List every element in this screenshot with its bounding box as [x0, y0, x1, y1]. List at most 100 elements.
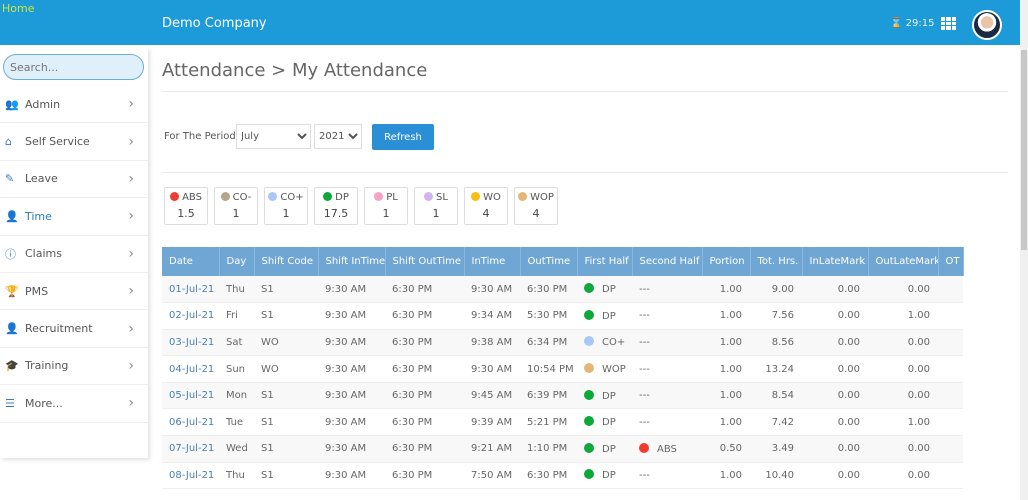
table-row[interactable]: 06-Jul-21 Tue S1 9:30 AM 6:30 PM 9:39 AM 5:21 … — [162, 408, 963, 437]
column-header[interactable]: First Half — [577, 247, 633, 276]
cell-shift-intime: 9:30 AM — [318, 329, 385, 357]
apps-grid-icon[interactable] — [941, 17, 956, 30]
cell-portion: 1.00 — [702, 302, 750, 330]
sidebar-item-time[interactable]: 👤 Time › — [0, 198, 148, 236]
column-header[interactable]: OT — [938, 247, 964, 276]
column-header[interactable]: Day — [219, 247, 255, 276]
cell-date[interactable]: 04-Jul-21 — [162, 355, 219, 383]
cell-portion: 1.00 — [702, 462, 750, 490]
page-scrollbar[interactable] — [1020, 0, 1028, 500]
sidebar-item-leave[interactable]: ✎ Leave › — [0, 161, 148, 199]
cell-value: 6:30 PM — [392, 390, 433, 402]
cell-first-half: DP — [577, 302, 632, 330]
cell-ot — [938, 302, 963, 330]
status-dot-icon — [584, 469, 594, 480]
cell-first-half: DP — [577, 382, 632, 410]
home-logo-link[interactable]: Home — [2, 2, 35, 15]
column-header[interactable]: OutTime — [520, 247, 578, 276]
cell-day: Mon — [219, 382, 254, 410]
cell-value: --- — [639, 310, 650, 322]
cell-second-half: --- — [632, 382, 702, 410]
column-header[interactable]: Date — [162, 247, 220, 276]
cell-ot — [938, 462, 963, 490]
cell-value: S1 — [261, 283, 274, 295]
column-header[interactable]: Second Half — [632, 247, 703, 276]
cell-shift-outtime: 6:30 PM — [385, 408, 464, 437]
cell-outtime: 6:30 PM — [520, 462, 577, 490]
sidebar-item-admin[interactable]: 👥 Admin › — [0, 86, 148, 124]
year-select[interactable]: 2021 — [314, 124, 362, 149]
status-dot-icon — [584, 416, 594, 427]
legend-count: 1 — [382, 207, 390, 220]
table-row[interactable]: 05-Jul-21 Mon S1 9:30 AM 6:30 PM 9:45 AM 6:39 … — [162, 382, 963, 410]
cell-value: 9.00 — [771, 283, 794, 295]
cell-date[interactable]: 02-Jul-21 — [162, 302, 219, 330]
column-header[interactable]: Portion — [702, 247, 751, 276]
cell-value: 07-Jul-21 — [169, 443, 215, 455]
sidebar-item-self-service[interactable]: ⌂ Self Service › — [0, 123, 148, 161]
cell-value: 1.00 — [719, 283, 742, 295]
cell-portion: 1.00 — [702, 355, 750, 383]
sidebar-item-training[interactable]: 🎓 Training › — [0, 348, 148, 386]
cell-value: CO+ — [602, 337, 626, 349]
sidebar-item-more[interactable]: ☰ More... › — [0, 385, 148, 423]
sidebar-item-label: Self Service — [25, 135, 90, 149]
cell-value: DP — [602, 390, 616, 402]
month-select[interactable]: July — [236, 124, 311, 149]
cell-value: --- — [639, 469, 650, 481]
column-header[interactable]: Shift Code — [254, 247, 319, 276]
table-row[interactable]: 01-Jul-21 Thu S1 9:30 AM 6:30 PM 9:30 AM 6:30 … — [162, 276, 963, 304]
sidebar-item-recruitment[interactable]: 👤 Recruitment › — [0, 310, 148, 348]
cell-shift-code: S1 — [254, 462, 318, 490]
sidebar-item-pms[interactable]: 🏆 PMS › — [0, 273, 148, 311]
cell-value: 0.00 — [837, 336, 860, 348]
cell-shift-intime: 9:30 AM — [318, 276, 385, 304]
cell-shift-outtime: 6:30 PM — [385, 302, 464, 330]
status-dot-icon — [424, 192, 434, 201]
cell-tot-hrs: 8.56 — [750, 329, 802, 357]
cell-value: 8.56 — [771, 336, 794, 348]
table-row[interactable]: 04-Jul-21 Sun WO 9:30 AM 6:30 PM 9:30 AM 10:54… — [162, 355, 963, 383]
table-row[interactable]: 03-Jul-21 Sat WO 9:30 AM 6:30 PM 9:38 AM 6:34 … — [162, 329, 963, 357]
cell-outlatemark: 0.00 — [868, 382, 938, 410]
cell-value: 1.00 — [719, 310, 742, 322]
chevron-right-icon: › — [128, 208, 134, 225]
cell-shift-intime: 9:30 AM — [318, 302, 385, 330]
refresh-button[interactable]: Refresh — [372, 124, 434, 150]
cell-outlatemark: 0.00 — [868, 276, 938, 304]
cell-value: 1:10 PM — [527, 443, 568, 455]
column-header[interactable]: InLateMark — [802, 247, 869, 276]
cell-date[interactable]: 05-Jul-21 — [162, 382, 219, 410]
cell-value: 0.50 — [719, 443, 742, 455]
column-header[interactable]: Tot. Hrs. — [750, 247, 803, 276]
column-header[interactable]: Shift InTime — [318, 247, 386, 276]
cell-shift-code: S1 — [254, 408, 318, 437]
sidebar-item-claims[interactable]: ⓘ Claims › — [0, 236, 148, 273]
cell-inlatemark: 0.00 — [802, 435, 868, 463]
cell-day: Thu — [219, 462, 254, 490]
column-header[interactable]: OutLateMark — [868, 247, 939, 276]
column-header[interactable]: InTime — [464, 247, 521, 276]
cell-date[interactable]: 06-Jul-21 — [162, 408, 219, 437]
cell-date[interactable]: 03-Jul-21 — [162, 329, 219, 357]
cell-value: 6:30 PM — [392, 310, 433, 322]
legend-item-wo: WO 4 — [464, 187, 508, 225]
chevron-right-icon: › — [128, 245, 134, 262]
cell-second-half: --- — [632, 355, 702, 383]
cell-value: 10.40 — [765, 469, 794, 481]
cell-date[interactable]: 08-Jul-21 — [162, 462, 219, 490]
search-input[interactable] — [3, 54, 144, 80]
cell-value: 13.24 — [765, 363, 794, 375]
legend-item-dp: DP 17.5 — [314, 187, 358, 225]
table-row[interactable]: 08-Jul-21 Thu S1 9:30 AM 6:30 PM 7:50 AM 6:30 … — [162, 462, 963, 490]
attendance-legend: ABS 1.5 CO- 1 CO+ 1 DP 17.5 PL 1 SL 1 WO 4 WOP 4 — [164, 187, 558, 225]
avatar[interactable] — [972, 10, 1002, 40]
column-header[interactable]: Shift OutTime — [385, 247, 465, 276]
cell-value: 6:39 PM — [527, 390, 568, 402]
cell-date[interactable]: 07-Jul-21 — [162, 435, 219, 463]
table-row[interactable]: 02-Jul-21 Fri S1 9:30 AM 6:30 PM 9:34 AM 5:30 … — [162, 302, 963, 330]
legend-item-co+: CO+ 1 — [264, 187, 308, 225]
cell-tot-hrs: 9.00 — [750, 276, 802, 304]
table-row[interactable]: 07-Jul-21 Wed S1 9:30 AM 6:30 PM 9:21 AM 1:10 … — [162, 435, 963, 463]
cell-date[interactable]: 01-Jul-21 — [162, 276, 219, 304]
